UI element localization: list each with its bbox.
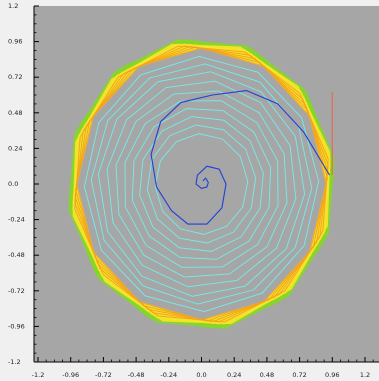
transient-polygon (146, 124, 257, 244)
x-tick-label: 0.96 (325, 371, 339, 377)
y-tick-label: -1.2 (8, 358, 21, 366)
transient-polygon (139, 116, 264, 252)
y-tick-label: 0.96 (8, 38, 22, 46)
transient-polygon (83, 55, 320, 312)
limit-cycle-line (68, 39, 335, 329)
transient-polygon (115, 90, 288, 278)
axis-layer: 1.2 0.96 0.72 0.48 0.24 0.0 -0.24 -0.48 -0.72 -0.… (8, 2, 379, 379)
transient-polygon (106, 80, 297, 288)
y-tick-label: 0.48 (8, 109, 22, 117)
transient-polygon (124, 100, 279, 268)
inner-spiral-line (150, 90, 331, 225)
x-tick-label: -0.24 (160, 371, 177, 377)
limit-cycle-line (72, 43, 331, 325)
transient-polygon (97, 71, 306, 297)
x-tick-label: 0.24 (227, 371, 241, 377)
x-tick-label: -1.2 (32, 371, 45, 377)
x-tick-label: -0.72 (95, 371, 112, 377)
y-tick-label: -0.72 (8, 287, 25, 295)
transient-polygon (90, 63, 313, 305)
y-tick-label: -0.24 (8, 216, 25, 224)
limit-cycle-line (74, 45, 329, 323)
x-tick-label: 0.48 (260, 371, 274, 377)
transient-polygon (131, 108, 272, 260)
x-tick-label: -0.96 (62, 371, 79, 377)
plot-area (34, 6, 379, 362)
y-tick-label: 0.72 (8, 73, 22, 81)
transient-polygon (154, 133, 249, 235)
y-tick-label: 0.24 (8, 144, 22, 152)
series-layer (68, 39, 335, 329)
y-tick-label: -0.48 (8, 251, 25, 259)
y-tick-label: 1.2 (8, 2, 18, 10)
x-tick-label: -0.48 (128, 371, 145, 377)
x-tick-label: 1.2 (360, 371, 370, 377)
y-tick-label: 0.0 (8, 180, 18, 188)
x-tick-label: 0.0 (196, 371, 206, 377)
y-tick-label: -0.96 (8, 322, 25, 330)
x-tick-label: 0.72 (292, 371, 306, 377)
